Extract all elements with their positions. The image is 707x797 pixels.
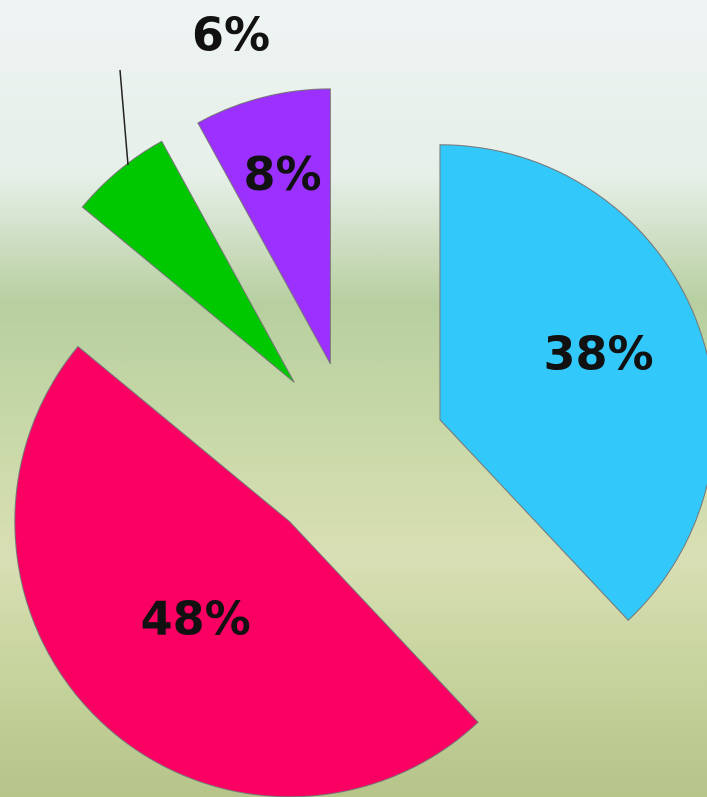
- data-label: 38%: [543, 326, 653, 380]
- data-label: 6%: [192, 8, 270, 62]
- chart: 38% 48% 6% 8%: [0, 0, 707, 797]
- pie-slice: [15, 347, 478, 797]
- data-label: 48%: [141, 592, 251, 646]
- leader-line: [120, 70, 128, 165]
- data-label: 8%: [243, 147, 321, 201]
- background: 38% 48% 6% 8%: [0, 0, 707, 797]
- pie-slice: [198, 89, 330, 364]
- pie-slice: [440, 145, 707, 620]
